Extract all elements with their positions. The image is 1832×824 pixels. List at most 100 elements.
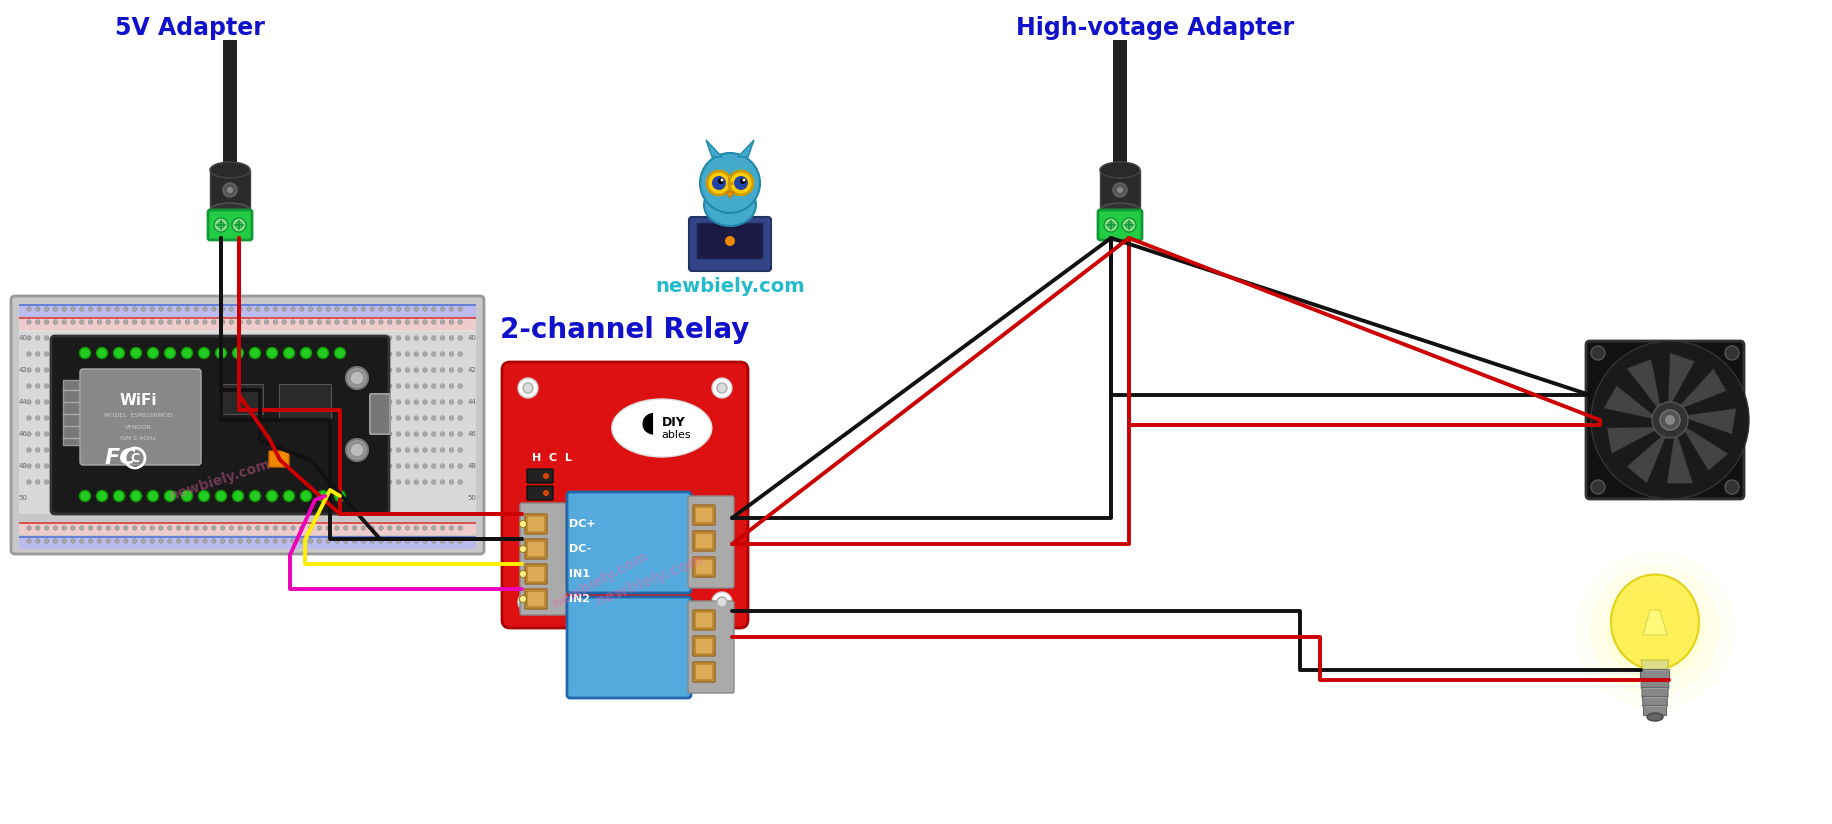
Text: C: C <box>130 452 139 465</box>
Ellipse shape <box>1099 203 1140 217</box>
Circle shape <box>194 384 198 388</box>
Circle shape <box>423 432 427 436</box>
Circle shape <box>291 416 295 420</box>
Circle shape <box>291 432 295 436</box>
Circle shape <box>273 307 277 311</box>
Circle shape <box>255 480 260 485</box>
Circle shape <box>282 320 286 324</box>
Circle shape <box>423 416 427 420</box>
Circle shape <box>194 336 198 340</box>
Circle shape <box>264 336 269 340</box>
Circle shape <box>35 320 40 324</box>
Circle shape <box>53 416 57 420</box>
Circle shape <box>198 348 209 358</box>
Circle shape <box>326 480 330 485</box>
Circle shape <box>176 447 181 452</box>
Text: ◖: ◖ <box>641 408 656 436</box>
Circle shape <box>423 307 427 311</box>
Circle shape <box>370 368 374 372</box>
Circle shape <box>150 368 154 372</box>
Circle shape <box>396 384 401 388</box>
Circle shape <box>343 447 348 452</box>
Circle shape <box>53 432 57 436</box>
FancyBboxPatch shape <box>370 394 390 434</box>
Circle shape <box>247 480 251 485</box>
Circle shape <box>79 348 90 358</box>
FancyBboxPatch shape <box>692 557 714 577</box>
Text: 2-channel Relay: 2-channel Relay <box>500 316 749 344</box>
Text: newbiely.com: newbiely.com <box>59 396 192 464</box>
Circle shape <box>335 368 339 372</box>
Circle shape <box>247 320 251 324</box>
Circle shape <box>326 432 330 436</box>
Circle shape <box>431 416 436 420</box>
Circle shape <box>396 447 401 452</box>
FancyBboxPatch shape <box>528 541 544 557</box>
Circle shape <box>79 539 84 543</box>
Circle shape <box>27 307 31 311</box>
Circle shape <box>343 480 348 485</box>
Circle shape <box>79 352 84 356</box>
Circle shape <box>123 384 128 388</box>
Circle shape <box>291 464 295 468</box>
Circle shape <box>176 416 181 420</box>
Text: MODEL  ESP8266MOD: MODEL ESP8266MOD <box>103 413 172 418</box>
Circle shape <box>370 526 374 530</box>
Circle shape <box>518 521 526 527</box>
Circle shape <box>716 383 727 393</box>
Circle shape <box>211 447 216 452</box>
Circle shape <box>194 320 198 324</box>
Polygon shape <box>1603 386 1665 422</box>
Circle shape <box>71 352 75 356</box>
Circle shape <box>414 416 418 420</box>
Circle shape <box>423 464 427 468</box>
Circle shape <box>44 368 49 372</box>
Circle shape <box>167 539 172 543</box>
Circle shape <box>71 416 75 420</box>
Circle shape <box>181 348 192 358</box>
FancyBboxPatch shape <box>692 505 714 525</box>
Circle shape <box>387 384 392 388</box>
Text: 50: 50 <box>18 495 27 501</box>
Circle shape <box>255 352 260 356</box>
Circle shape <box>44 307 49 311</box>
Circle shape <box>335 464 339 468</box>
Circle shape <box>106 447 110 452</box>
Circle shape <box>88 416 93 420</box>
Circle shape <box>405 526 409 530</box>
Circle shape <box>396 352 401 356</box>
Circle shape <box>123 320 128 324</box>
Circle shape <box>159 539 163 543</box>
Circle shape <box>542 473 550 479</box>
Circle shape <box>414 447 418 452</box>
Circle shape <box>396 432 401 436</box>
Circle shape <box>264 416 269 420</box>
Circle shape <box>361 539 365 543</box>
Circle shape <box>370 320 374 324</box>
Circle shape <box>150 320 154 324</box>
Circle shape <box>387 447 392 452</box>
Circle shape <box>458 400 462 405</box>
Circle shape <box>44 480 49 485</box>
Circle shape <box>361 432 365 436</box>
Circle shape <box>273 400 277 405</box>
FancyBboxPatch shape <box>524 539 546 559</box>
Circle shape <box>335 526 339 530</box>
Circle shape <box>379 384 383 388</box>
Circle shape <box>71 400 75 405</box>
Circle shape <box>352 539 357 543</box>
Circle shape <box>194 432 198 436</box>
Circle shape <box>405 384 409 388</box>
Circle shape <box>141 539 145 543</box>
Circle shape <box>308 384 313 388</box>
Circle shape <box>414 400 418 405</box>
Circle shape <box>159 384 163 388</box>
Circle shape <box>449 352 453 356</box>
Circle shape <box>247 336 251 340</box>
Circle shape <box>440 320 445 324</box>
Circle shape <box>396 336 401 340</box>
FancyBboxPatch shape <box>1641 687 1667 697</box>
Circle shape <box>79 368 84 372</box>
FancyBboxPatch shape <box>207 210 251 240</box>
Bar <box>62 380 79 445</box>
